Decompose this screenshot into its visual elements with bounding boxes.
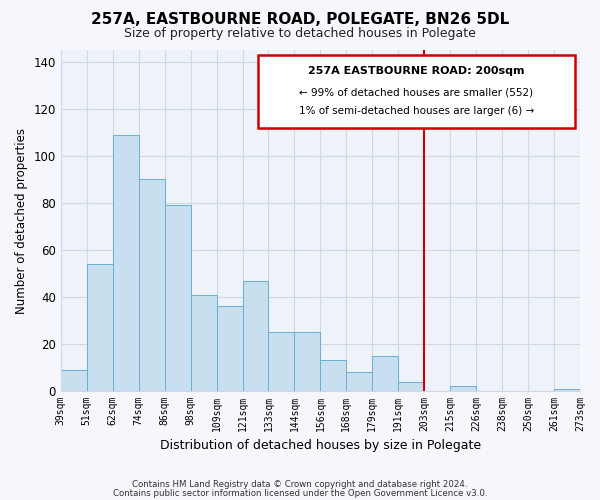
Bar — [320, 360, 346, 391]
Bar — [139, 180, 164, 391]
Bar — [346, 372, 373, 391]
Text: 257A EASTBOURNE ROAD: 200sqm: 257A EASTBOURNE ROAD: 200sqm — [308, 66, 524, 76]
FancyBboxPatch shape — [258, 54, 575, 128]
Bar — [295, 332, 320, 391]
Bar — [268, 332, 295, 391]
Bar — [191, 294, 217, 391]
Bar — [217, 306, 242, 391]
Text: ← 99% of detached houses are smaller (552): ← 99% of detached houses are smaller (55… — [299, 88, 533, 98]
X-axis label: Distribution of detached houses by size in Polegate: Distribution of detached houses by size … — [160, 440, 481, 452]
Text: 1% of semi-detached houses are larger (6) →: 1% of semi-detached houses are larger (6… — [299, 106, 534, 117]
Bar — [373, 356, 398, 391]
Bar — [87, 264, 113, 391]
Bar — [450, 386, 476, 391]
Bar — [554, 388, 580, 391]
Bar — [242, 280, 268, 391]
Text: 257A, EASTBOURNE ROAD, POLEGATE, BN26 5DL: 257A, EASTBOURNE ROAD, POLEGATE, BN26 5D… — [91, 12, 509, 28]
Bar — [61, 370, 87, 391]
Y-axis label: Number of detached properties: Number of detached properties — [15, 128, 28, 314]
Text: Contains public sector information licensed under the Open Government Licence v3: Contains public sector information licen… — [113, 490, 487, 498]
Bar — [398, 382, 424, 391]
Text: Contains HM Land Registry data © Crown copyright and database right 2024.: Contains HM Land Registry data © Crown c… — [132, 480, 468, 489]
Bar — [113, 134, 139, 391]
Text: Size of property relative to detached houses in Polegate: Size of property relative to detached ho… — [124, 28, 476, 40]
Bar — [164, 205, 191, 391]
